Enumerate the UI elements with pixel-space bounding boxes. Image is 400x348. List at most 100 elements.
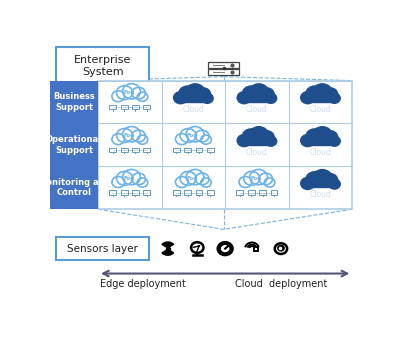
Bar	[132, 148, 139, 152]
Bar	[109, 148, 116, 152]
Circle shape	[301, 92, 315, 104]
Circle shape	[237, 135, 251, 147]
Bar	[180, 179, 207, 185]
Bar	[207, 190, 214, 195]
Circle shape	[201, 135, 211, 144]
Text: Cloud: Cloud	[310, 148, 332, 157]
Bar	[305, 180, 336, 188]
Bar	[173, 148, 180, 152]
Bar	[180, 136, 207, 143]
Bar	[50, 166, 98, 209]
Circle shape	[132, 173, 146, 185]
Circle shape	[264, 178, 275, 187]
Circle shape	[312, 84, 332, 101]
Circle shape	[265, 136, 277, 146]
Circle shape	[259, 173, 272, 185]
Circle shape	[137, 92, 148, 101]
Bar	[208, 69, 239, 75]
Bar	[121, 105, 128, 109]
Circle shape	[186, 84, 205, 101]
Bar	[184, 148, 191, 152]
Circle shape	[176, 176, 188, 188]
Bar	[236, 190, 243, 195]
Bar	[116, 94, 144, 100]
Text: Edge deployment: Edge deployment	[100, 279, 186, 289]
Bar	[50, 81, 98, 124]
Bar	[270, 190, 277, 195]
Circle shape	[112, 176, 124, 188]
Circle shape	[239, 176, 252, 188]
Bar	[109, 105, 116, 109]
Circle shape	[329, 136, 340, 146]
Circle shape	[123, 127, 140, 142]
Circle shape	[244, 172, 260, 185]
Text: Enterprise
System: Enterprise System	[74, 55, 131, 77]
Text: Cloud: Cloud	[246, 148, 268, 157]
Bar	[254, 247, 258, 251]
Circle shape	[323, 88, 338, 101]
Circle shape	[237, 92, 251, 104]
Circle shape	[137, 178, 148, 187]
Text: Fog: Fog	[123, 90, 134, 95]
Bar	[144, 148, 150, 152]
Circle shape	[174, 92, 188, 104]
Circle shape	[312, 127, 332, 144]
Circle shape	[242, 129, 260, 144]
Circle shape	[112, 134, 124, 145]
Circle shape	[123, 84, 140, 99]
Bar	[132, 190, 139, 195]
Bar	[50, 124, 98, 166]
Circle shape	[196, 173, 209, 185]
Bar	[248, 190, 255, 195]
Circle shape	[180, 128, 196, 142]
Circle shape	[329, 179, 340, 189]
Circle shape	[242, 86, 260, 101]
Bar	[173, 190, 180, 195]
Bar	[243, 179, 271, 185]
Circle shape	[132, 130, 146, 142]
Circle shape	[249, 84, 268, 101]
Bar	[116, 136, 144, 143]
Bar	[184, 190, 191, 195]
Text: Fog: Fog	[187, 133, 198, 138]
Bar	[98, 81, 352, 209]
Text: Fog: Fog	[123, 176, 134, 181]
Circle shape	[202, 93, 213, 103]
Bar	[116, 179, 144, 185]
Circle shape	[329, 93, 340, 103]
Circle shape	[265, 93, 277, 103]
Text: Operational
Support: Operational Support	[46, 135, 102, 155]
Text: Monitoring and
Control: Monitoring and Control	[38, 178, 110, 198]
Bar	[109, 190, 116, 195]
Circle shape	[179, 86, 196, 101]
Circle shape	[132, 87, 146, 99]
Circle shape	[176, 134, 188, 145]
Bar	[121, 148, 128, 152]
Circle shape	[306, 86, 324, 101]
Text: Cloud: Cloud	[310, 105, 332, 114]
Circle shape	[116, 86, 132, 100]
Bar	[259, 190, 266, 195]
Text: Sensors layer: Sensors layer	[67, 244, 138, 254]
Bar	[242, 95, 272, 102]
Circle shape	[137, 135, 148, 144]
Circle shape	[116, 128, 132, 142]
Circle shape	[180, 172, 196, 185]
Bar	[196, 148, 202, 152]
Circle shape	[312, 169, 332, 187]
Circle shape	[250, 169, 268, 185]
Bar	[207, 148, 214, 152]
Circle shape	[201, 178, 211, 187]
Circle shape	[116, 172, 132, 185]
Bar	[144, 190, 150, 195]
Text: Cloud: Cloud	[246, 105, 268, 114]
Bar	[121, 190, 128, 195]
Text: Fog: Fog	[187, 176, 198, 181]
Circle shape	[112, 91, 124, 102]
Circle shape	[306, 129, 324, 144]
Circle shape	[186, 169, 204, 185]
Circle shape	[249, 127, 268, 144]
Circle shape	[259, 88, 274, 101]
Circle shape	[259, 131, 274, 144]
Text: Cloud: Cloud	[310, 190, 332, 199]
